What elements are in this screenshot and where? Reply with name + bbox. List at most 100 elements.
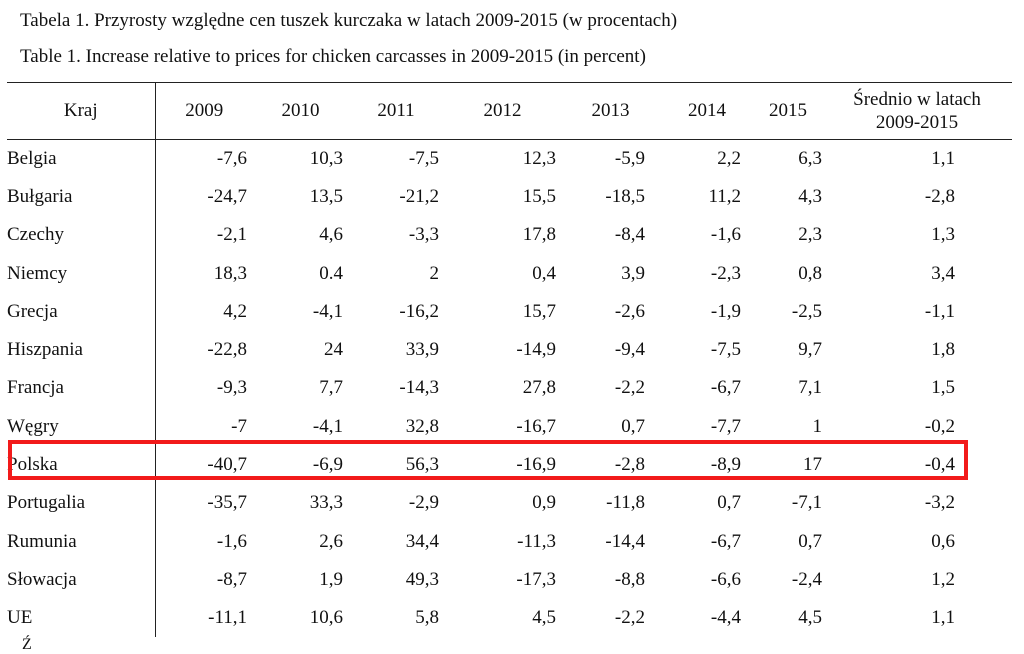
value-cell: 0,7	[798, 530, 822, 552]
value-cell: -24,7	[207, 185, 247, 207]
table-row: Węgry -7 -4,1 32,8 -16,7 0,7 -7,7 1 -0,2	[7, 407, 1012, 446]
header-average-line2: 2009-2015	[875, 112, 959, 133]
value-cell: 0,8	[798, 262, 822, 284]
value-cell: -5,9	[614, 147, 645, 169]
value-cell: -7,7	[710, 415, 741, 437]
value-cell: -8,4	[614, 224, 645, 246]
average-cell: -1,1	[924, 300, 955, 322]
value-cell: -3,3	[408, 224, 439, 246]
table-row: Rumunia -1,6 2,6 34,4 -11,3 -14,4 -6,7 0,7 0,6	[7, 522, 1012, 561]
country-cell: Belgia	[7, 139, 156, 178]
value-cell: -1,6	[216, 530, 247, 552]
header-country: Kraj	[7, 82, 156, 140]
value-cell: 49,3	[405, 568, 439, 590]
value-cell: -2,2	[614, 377, 645, 399]
value-cell: 15,5	[522, 185, 556, 207]
value-cell: 6,3	[798, 147, 822, 169]
value-cell: -4,4	[710, 607, 741, 629]
table-row: Belgia -7,6 10,3 -7,5 12,3 -5,9 2,2 6,3 1,1	[7, 139, 1012, 178]
value-cell: -9,3	[216, 377, 247, 399]
table-row: Bułgaria -24,7 13,5 -21,2 15,5 -18,5 11,2 4,3 -2…	[7, 177, 1012, 217]
footnote: Ź	[22, 636, 32, 653]
value-cell: 0,9	[532, 492, 556, 514]
value-cell: -7,5	[710, 339, 741, 361]
header-average-line1: Średnio w latach	[853, 89, 981, 110]
value-cell: 33,3	[309, 492, 343, 514]
value-cell: 5,8	[415, 607, 439, 629]
average-cell: 1,2	[931, 568, 955, 590]
value-cell: -14,9	[516, 339, 556, 361]
value-cell: -2,2	[614, 607, 645, 629]
average-cell: -0,4	[924, 454, 955, 476]
value-cell: -2,6	[614, 300, 645, 322]
value-cell: 10,6	[309, 607, 343, 629]
value-cell: -1,6	[710, 224, 741, 246]
value-cell: 10,3	[309, 147, 343, 169]
value-cell: 34,4	[405, 530, 439, 552]
value-cell: 2,3	[798, 224, 822, 246]
value-cell: -14,3	[399, 377, 439, 399]
value-cell: -1,9	[710, 300, 741, 322]
value-cell: 27,8	[522, 377, 556, 399]
value-cell: 1,9	[319, 568, 343, 590]
table-row: Grecja 4,2 -4,1 -16,2 15,7 -2,6 -1,9 -2,5 -1,1	[7, 292, 1012, 331]
value-cell: -7	[231, 415, 247, 437]
value-cell: -2,4	[791, 568, 822, 590]
average-cell: 0,6	[931, 530, 955, 552]
value-cell: 13,5	[309, 185, 343, 207]
average-cell: 3,4	[931, 262, 955, 284]
table-title-english: Table 1. Increase relative to prices for…	[20, 46, 646, 67]
average-cell: 1,3	[931, 224, 955, 246]
average-cell: 1,1	[931, 607, 955, 629]
value-cell: 56,3	[405, 454, 439, 476]
country-cell: Słowacja	[7, 560, 156, 600]
value-cell: 33,9	[405, 339, 439, 361]
value-cell: 24	[324, 339, 343, 361]
value-cell: -6,7	[710, 530, 741, 552]
country-cell: Węgry	[7, 407, 156, 446]
country-cell: Polska	[7, 445, 156, 485]
value-cell: -4,1	[312, 300, 343, 322]
value-cell: 32,8	[405, 415, 439, 437]
average-cell: -2,8	[924, 185, 955, 207]
country-cell: Bułgaria	[7, 177, 156, 217]
table-row: Słowacja -8,7 1,9 49,3 -17,3 -8,8 -6,6 -2,4 1,2	[7, 560, 1012, 600]
header-year-2015: 2015	[769, 100, 807, 121]
value-cell: 3,9	[621, 262, 645, 284]
value-cell: -2,5	[791, 300, 822, 322]
header-year-2010: 2010	[281, 100, 320, 121]
value-cell: -40,7	[207, 454, 247, 476]
value-cell: 0,7	[621, 415, 645, 437]
value-cell: -21,2	[399, 185, 439, 207]
value-cell: 17	[803, 454, 822, 476]
average-cell: 1,8	[931, 339, 955, 361]
value-cell: -16,9	[516, 454, 556, 476]
value-cell: -8,8	[614, 568, 645, 590]
value-cell: 4,2	[223, 300, 247, 322]
value-cell: -2,1	[216, 224, 247, 246]
country-cell: Rumunia	[7, 522, 156, 561]
value-cell: -7,5	[408, 147, 439, 169]
header-year-2009: 2009	[185, 100, 224, 121]
country-cell: Francja	[7, 369, 156, 408]
value-cell: 17,8	[522, 224, 556, 246]
average-cell: 1,5	[931, 377, 955, 399]
header-year-2013: 2013	[591, 100, 630, 121]
value-cell: 0.4	[319, 262, 343, 284]
value-cell: 2,6	[319, 530, 343, 552]
country-cell: Grecja	[7, 292, 156, 331]
value-cell: -22,8	[207, 339, 247, 361]
value-cell: 2	[429, 262, 440, 284]
value-cell: -11,3	[517, 530, 556, 552]
country-cell: Niemcy	[7, 254, 156, 293]
value-cell: 4,5	[798, 607, 822, 629]
value-cell: -4,1	[312, 415, 343, 437]
table-row: Francja -9,3 7,7 -14,3 27,8 -2,2 -6,7 7,1 1,5	[7, 369, 1012, 408]
value-cell: -7,6	[216, 147, 247, 169]
value-cell: -2,3	[710, 262, 741, 284]
country-cell: UE	[7, 599, 156, 638]
value-cell: -2,9	[408, 492, 439, 514]
value-cell: 4,5	[532, 607, 556, 629]
value-cell: 4,6	[319, 224, 343, 246]
value-cell: -6,9	[312, 454, 343, 476]
